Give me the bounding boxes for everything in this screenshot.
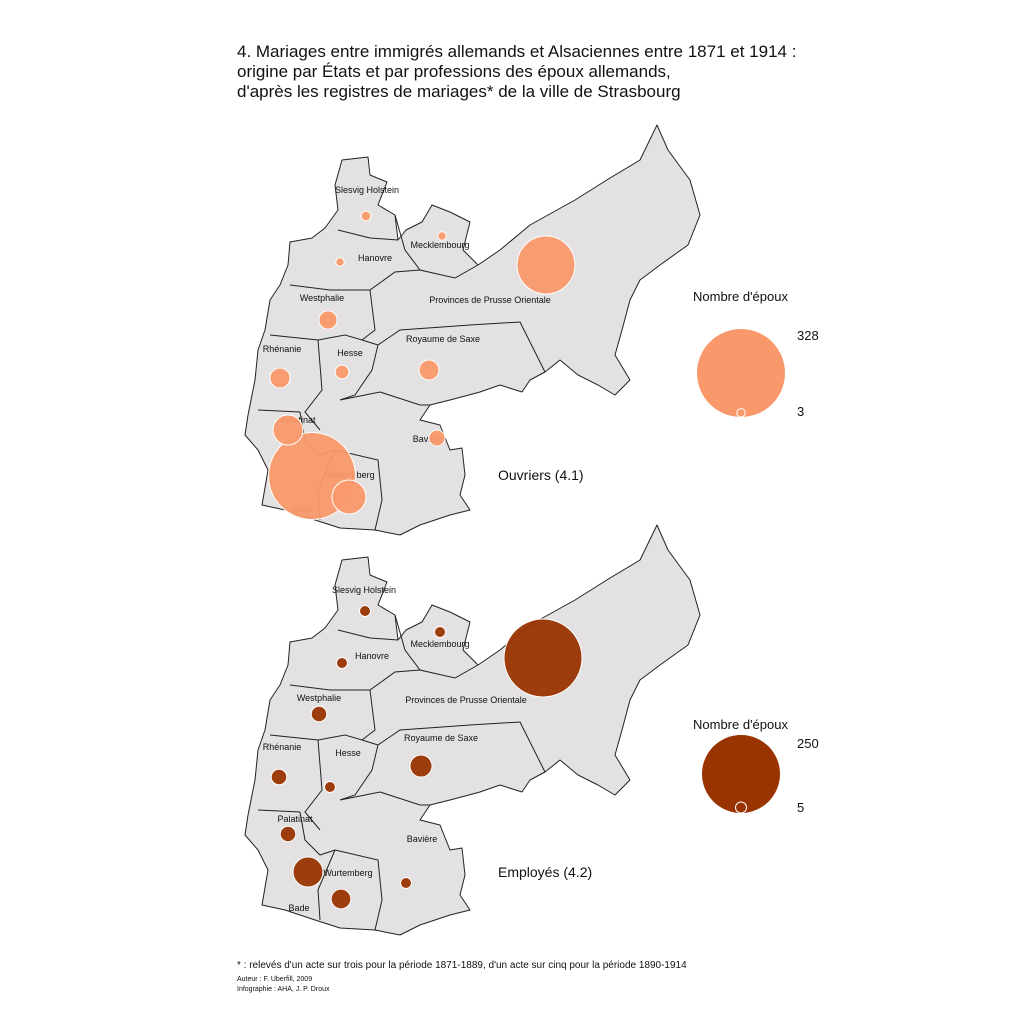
proportional-circle — [503, 618, 583, 698]
proportional-circle — [331, 479, 367, 515]
title-line: 4. Mariages entre immigrés allemands et … — [237, 42, 796, 61]
legend-max: 250 — [797, 736, 819, 751]
region-label: Provinces de Prusse Orientale — [405, 695, 527, 705]
legend-circle — [736, 408, 746, 418]
region-label: Hesse — [337, 348, 363, 358]
legend-circle — [697, 329, 785, 417]
proportional-circle — [270, 768, 288, 786]
region-label: Hesse — [335, 748, 361, 758]
region-label: Mecklembourg — [410, 240, 469, 250]
proportional-circle — [516, 235, 576, 295]
proportional-circle — [310, 705, 328, 723]
region-label: Palatinat — [277, 814, 313, 824]
region-label: Rhénanie — [263, 742, 302, 752]
proportional-circle — [272, 414, 304, 446]
region-label: Westphalie — [297, 693, 341, 703]
proportional-circle — [279, 825, 297, 843]
title-line: d'après les registres de mariages* de la… — [237, 82, 681, 101]
region-label: Hanovre — [355, 651, 389, 661]
proportional-circle — [418, 359, 440, 381]
footnote: * : relevés d'un acte sur trois pour la … — [237, 960, 687, 971]
proportional-circle — [335, 656, 349, 670]
legend-min: 5 — [797, 800, 804, 815]
title: 4. Mariages entre immigrés allemands et … — [237, 42, 796, 101]
proportional-circle — [409, 754, 433, 778]
region-label: Rhénanie — [263, 344, 302, 354]
proportional-circle — [428, 429, 446, 447]
legend-min: 3 — [797, 404, 804, 419]
legend-title: Nombre d'époux — [693, 717, 788, 732]
proportional-circle — [437, 231, 447, 241]
credit: Infographie : AHA, J. P. Droux — [237, 986, 330, 993]
region-label: Mecklembourg — [410, 639, 469, 649]
map-label: Ouvriers (4.1) — [498, 467, 584, 483]
proportional-circle — [399, 876, 413, 890]
proportional-circle — [318, 310, 338, 330]
title-line: origine par États et par professions des… — [237, 62, 671, 81]
region-label: Royaume de Saxe — [404, 733, 478, 743]
region-label: Bade — [288, 903, 309, 913]
proportional-circle — [360, 210, 372, 222]
region-label: Slesvig Holstein — [332, 585, 396, 595]
proportional-circle — [433, 625, 447, 639]
region-label: Bavière — [413, 434, 444, 444]
proportional-circle — [330, 888, 352, 910]
proportional-circle — [269, 367, 291, 389]
region-label: Westphalie — [300, 293, 344, 303]
proportional-circle — [323, 780, 337, 794]
proportional-circle — [292, 856, 324, 888]
region-label: Slesvig Holstein — [335, 185, 399, 195]
credit: Auteur : F. Uberfill, 2009 — [237, 976, 312, 983]
legend-title: Nombre d'époux — [693, 289, 788, 304]
region-label: Wurtemberg — [323, 868, 372, 878]
proportional-circle — [334, 364, 350, 380]
legend-circle — [702, 735, 780, 813]
region-label: Provinces de Prusse Orientale — [429, 295, 551, 305]
legend-circle — [734, 801, 748, 814]
proportional-circle — [358, 604, 372, 618]
map-label: Employés (4.2) — [498, 864, 592, 880]
proportional-circle — [335, 257, 345, 267]
region-label: Bavière — [407, 834, 438, 844]
region-label: Royaume de Saxe — [406, 334, 480, 344]
legend-max: 328 — [797, 328, 819, 343]
region-label: Hanovre — [358, 253, 392, 263]
